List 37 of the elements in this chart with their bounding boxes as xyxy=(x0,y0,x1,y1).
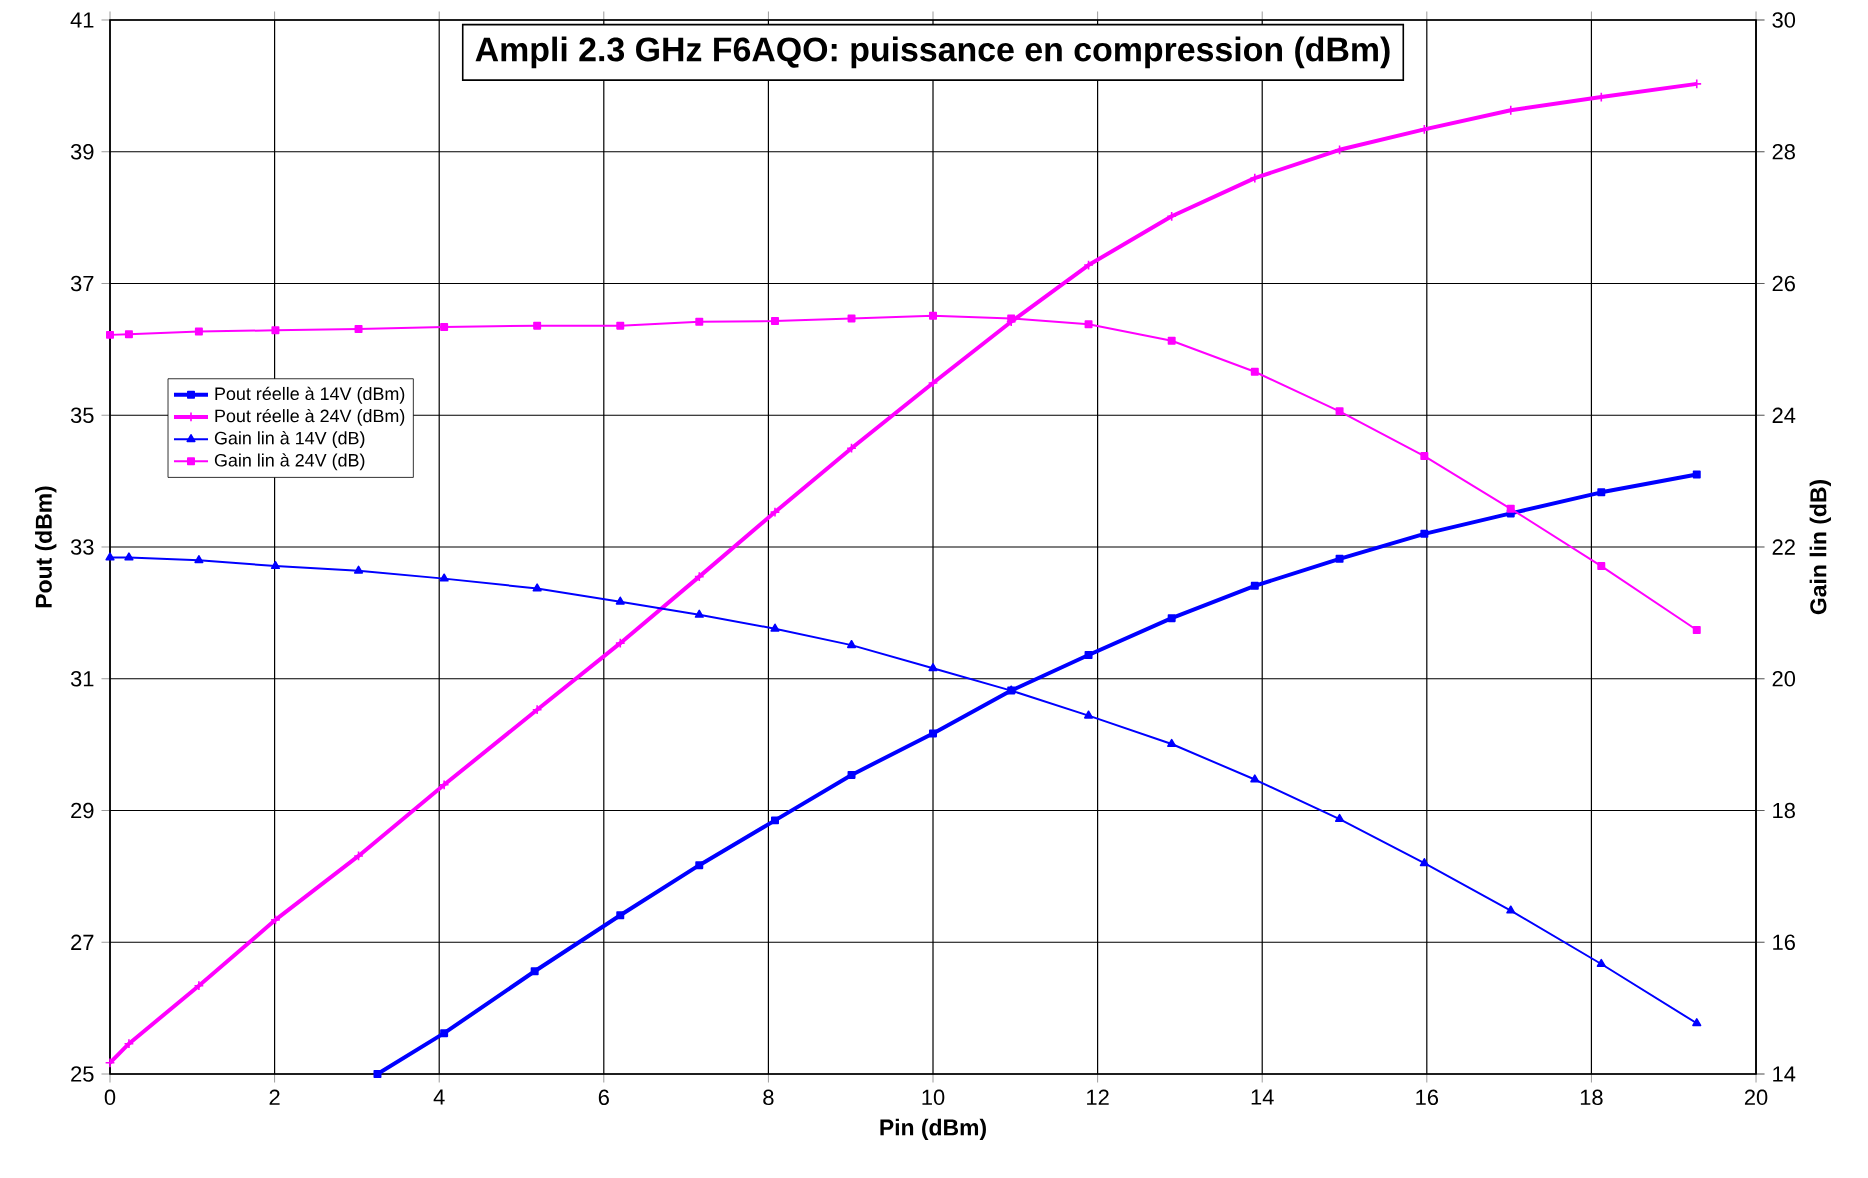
y2-tick-label: 26 xyxy=(1772,275,1795,292)
y2-tick-label: 22 xyxy=(1772,539,1795,555)
y2-tick-label: 14 xyxy=(1773,1066,1796,1082)
x-tick-label: 8 xyxy=(763,1089,774,1106)
y2-tick-label: 30 xyxy=(1772,12,1796,28)
legend-label: Gain lin à 24V (dB) xyxy=(214,453,365,471)
x-tick-label: 16 xyxy=(1416,1089,1439,1106)
x-tick-label: 0 xyxy=(104,1089,116,1106)
x-axis-title: Pin (dBm) xyxy=(880,1118,986,1141)
y2-tick-label: 28 xyxy=(1772,144,1795,160)
x-tick-label: 4 xyxy=(433,1089,445,1105)
x-tick-label: 18 xyxy=(1580,1089,1603,1106)
y2-tick-label: 18 xyxy=(1773,802,1795,819)
y-tick-label: 41 xyxy=(70,12,94,28)
x-tick-label: 20 xyxy=(1744,1089,1768,1106)
legend-label: Gain lin à 14V (dB) xyxy=(214,431,365,448)
y-tick-label: 25 xyxy=(71,1066,94,1082)
y-tick-label: 27 xyxy=(71,934,94,950)
x-tick-label: 2 xyxy=(269,1089,280,1105)
x-tick-label: 12 xyxy=(1087,1089,1109,1105)
y-tick-label: 39 xyxy=(70,144,94,160)
y-tick-label: 37 xyxy=(70,275,94,292)
x-tick-label: 10 xyxy=(922,1089,945,1106)
y-tick-label: 35 xyxy=(70,407,94,424)
y2-tick-label: 16 xyxy=(1773,934,1795,951)
legend-label: Pout réelle à 14V (dBm) xyxy=(215,386,405,404)
chart-title: Ampli 2.3 GHz F6AQO: puissance en compression (dBm) xyxy=(475,36,1390,69)
y-tick-label: 33 xyxy=(70,539,94,555)
y2-axis-title: Gain lin (dB) xyxy=(1809,480,1831,615)
x-tick-label: 14 xyxy=(1251,1089,1274,1105)
x-tick-label: 6 xyxy=(598,1089,609,1106)
y2-tick-label: 24 xyxy=(1772,407,1796,423)
y2-tick-label: 20 xyxy=(1772,671,1796,687)
legend-label: Pout réelle à 24V (dBm) xyxy=(215,408,405,426)
y-tick-label: 29 xyxy=(71,802,94,819)
y-tick-label: 31 xyxy=(70,671,94,687)
y-axis-title: Pout (dBm) xyxy=(35,486,57,608)
